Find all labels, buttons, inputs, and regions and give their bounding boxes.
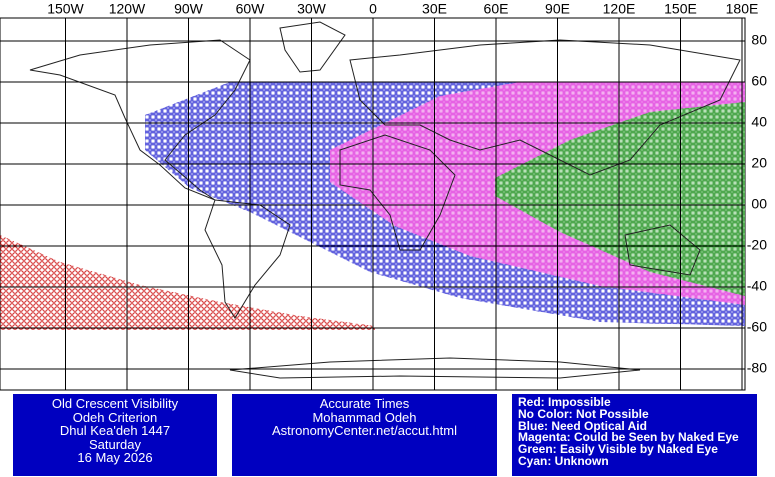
info-line: AstronomyCenter.net/accut.html (272, 423, 457, 439)
longitude-label: 150W (47, 1, 84, 17)
longitude-label: 30W (297, 1, 327, 17)
info-box-credit: Accurate Times Mohammad Odeh AstronomyCent… (232, 394, 497, 476)
info-line: Saturday (88, 436, 142, 452)
info-line: Green: Easily Visible by Naked Eye (518, 442, 718, 457)
longitude-label: 150E (664, 1, 697, 17)
longitude-label: 120E (603, 1, 636, 17)
longitude-label: 180E (726, 1, 759, 17)
info-line: Cyan: Unknown (518, 453, 609, 468)
info-line: Magenta: Could be Seen by Naked Eye (518, 430, 739, 445)
latitude-label: 00 (751, 196, 767, 212)
longitude-label: 90E (545, 1, 570, 17)
longitude-label: 60W (236, 1, 266, 17)
latitude-label: 20 (751, 155, 767, 171)
latitude-label: -20 (747, 237, 767, 253)
latitude-label: -40 (747, 278, 767, 294)
info-line: Red: Impossible (518, 395, 611, 409)
info-line: Blue: Need Optical Aid (518, 418, 647, 433)
latitude-label: 40 (751, 114, 767, 130)
longitude-label: 90W (174, 1, 204, 17)
visibility-map: 150W 120W 90W 60W 30W 0 30E 60E 90E 120E 150E 180E 8… (0, 1, 767, 391)
info-line: Dhul Kea'deh 1447 (59, 423, 171, 439)
info-line: No Color: Not Possible (518, 406, 649, 421)
latitude-label: 60 (751, 73, 767, 89)
longitude-label: 30E (422, 1, 447, 17)
region-impossible (0, 235, 375, 330)
latitude-label: -80 (747, 360, 767, 376)
longitude-label: 0 (369, 1, 377, 17)
info-line: Accurate Times (319, 396, 410, 411)
latitude-label: -60 (747, 319, 767, 335)
longitude-label: 60E (484, 1, 509, 17)
info-box-legend: Red: Impossible No Color: Not Possible Blu… (512, 394, 757, 476)
info-line: Mohammad Odeh (312, 409, 417, 425)
info-line: 16 May 2026 (77, 450, 153, 466)
latitude-label: 80 (751, 32, 767, 48)
info-line: Old Crescent Visibility (51, 396, 179, 411)
info-line: Odeh Criterion (72, 409, 158, 425)
longitude-label: 120W (109, 1, 146, 17)
info-box-title: Old Crescent Visibility Odeh Criterion Dhu… (13, 394, 217, 476)
